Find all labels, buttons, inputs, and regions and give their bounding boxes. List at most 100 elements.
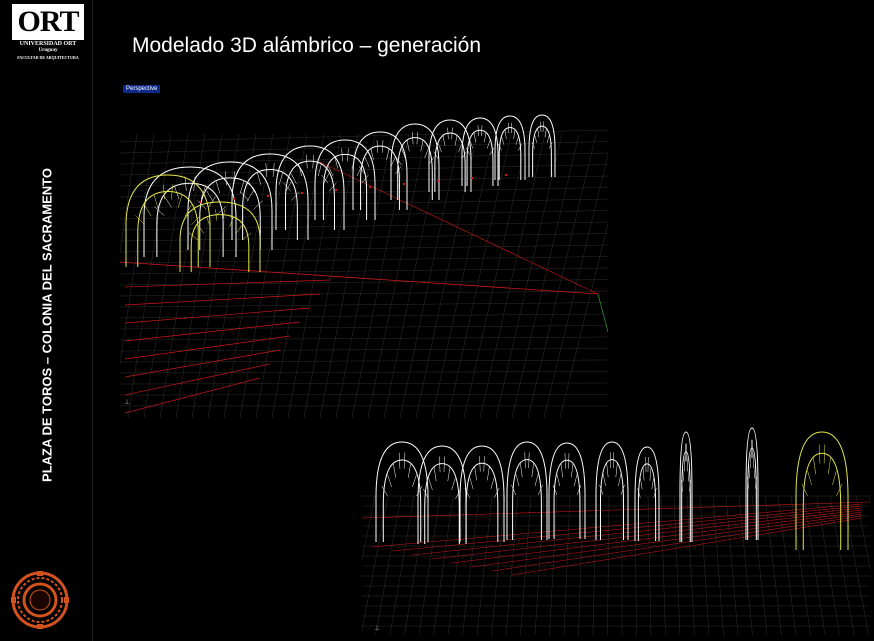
grid-line xyxy=(578,495,584,635)
wireframe-viewport-front[interactable]: ⊥ xyxy=(362,422,870,635)
grid-line xyxy=(447,133,512,418)
grid-line xyxy=(751,495,768,635)
marker-dot xyxy=(402,182,406,186)
grid-line xyxy=(120,325,608,330)
grid-line xyxy=(511,133,580,418)
ray-line xyxy=(491,515,863,572)
grid-line xyxy=(415,133,478,418)
marker-dot xyxy=(300,191,304,195)
grid-line xyxy=(120,129,608,143)
grid-line xyxy=(335,133,393,418)
axis-icon: ⊥ xyxy=(124,399,130,406)
logo-university: UNIVERSIDAD ORT xyxy=(19,41,77,47)
grid-line xyxy=(563,495,571,635)
arch-yellow xyxy=(125,174,211,267)
grid-line xyxy=(383,133,444,418)
marker-dot xyxy=(504,173,508,177)
arch-white xyxy=(187,161,273,250)
arch-white xyxy=(745,427,759,540)
grid-line xyxy=(120,133,155,366)
arch-white xyxy=(428,119,472,192)
arch-white xyxy=(375,441,429,542)
arch-white xyxy=(679,431,693,542)
grid-line xyxy=(404,495,428,635)
marker-dot xyxy=(198,200,202,204)
grid-line xyxy=(855,495,870,570)
grid-line xyxy=(842,495,869,635)
grid-line xyxy=(777,495,797,635)
grid-line xyxy=(738,495,753,635)
wireframe-viewport-perspective[interactable]: Perspective ⊥ xyxy=(120,82,608,418)
arch-white xyxy=(417,445,467,544)
grid-line xyxy=(255,133,308,418)
ray-line xyxy=(431,509,863,560)
grid-line xyxy=(418,495,441,635)
ray-line xyxy=(124,293,321,306)
grid-line xyxy=(120,233,608,242)
arch-white xyxy=(275,145,345,230)
grid-line xyxy=(143,133,189,418)
axis-line xyxy=(120,261,599,295)
marker-dot xyxy=(334,188,338,192)
axis-line xyxy=(362,501,870,519)
grid-line xyxy=(543,153,608,418)
arch-white xyxy=(595,441,629,540)
grid-line xyxy=(647,495,652,635)
grid-line xyxy=(725,495,739,635)
marker-dot xyxy=(470,176,474,180)
arch-white xyxy=(231,153,309,240)
marker-dot xyxy=(436,179,440,183)
grid-line xyxy=(120,348,608,352)
wireframe-render: ⊥ xyxy=(120,114,608,418)
sidebar: ORT UNIVERSIDAD ORT Uruguay FACULTAD DE … xyxy=(0,0,93,641)
ort-logo: ORT UNIVERSIDAD ORT Uruguay FACULTAD DE … xyxy=(8,4,88,62)
grid-line xyxy=(790,495,811,635)
marker-dot xyxy=(266,194,270,198)
grid-line xyxy=(120,371,608,374)
ray-line xyxy=(371,503,863,548)
arch-white xyxy=(352,131,408,210)
viewport-tag[interactable]: Perspective xyxy=(123,85,161,93)
grid-line xyxy=(463,133,529,418)
grid-line xyxy=(120,187,608,198)
axis-line xyxy=(597,293,608,333)
ray-line xyxy=(511,517,863,576)
grid-line xyxy=(495,133,563,418)
grid-line xyxy=(120,382,608,385)
grid-line xyxy=(120,290,608,297)
arch-white xyxy=(143,166,237,257)
grid-line xyxy=(462,495,480,635)
arch-white xyxy=(506,441,548,540)
grid-line xyxy=(764,495,782,635)
grid-line xyxy=(559,222,608,418)
grid-line xyxy=(712,495,724,635)
ray-line xyxy=(391,505,863,552)
grid-line xyxy=(375,495,402,635)
grid-line xyxy=(660,495,666,635)
plaza-emblem-icon xyxy=(11,571,69,629)
grid-line xyxy=(120,394,608,396)
grid-line xyxy=(803,495,826,635)
grid-line xyxy=(120,256,608,264)
ray-line xyxy=(124,377,261,414)
grid-line xyxy=(120,175,608,187)
ray-line xyxy=(471,513,863,568)
grid-line xyxy=(191,133,240,418)
grid-line xyxy=(120,336,608,341)
grid-line xyxy=(120,210,608,220)
ray-line xyxy=(124,349,281,378)
arch-white xyxy=(548,442,586,539)
grid-line xyxy=(120,302,608,308)
grid-line xyxy=(120,198,608,209)
arch-white xyxy=(494,115,526,180)
arch-white xyxy=(461,117,499,186)
marker-dot xyxy=(232,197,236,201)
axis-line xyxy=(319,161,599,295)
ray-line xyxy=(124,363,271,396)
vertical-title-text: PLAZA DE TOROS – COLONIA DEL SACRAMENTO xyxy=(39,168,55,482)
grid-line xyxy=(699,495,710,635)
grid-line xyxy=(520,495,532,635)
grid-line xyxy=(399,133,461,418)
grid-line xyxy=(239,133,291,418)
grid-line xyxy=(389,495,415,635)
